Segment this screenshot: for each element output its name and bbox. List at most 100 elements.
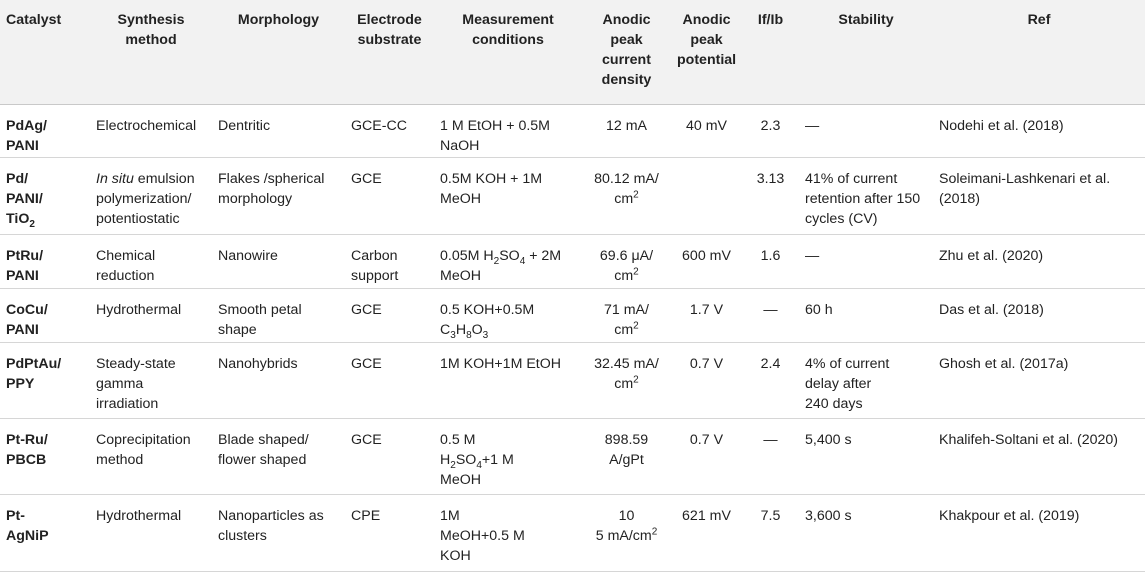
superscript: 2	[633, 188, 639, 200]
current-density-cell: 12 mA	[582, 104, 671, 158]
stability-cell: —	[799, 104, 933, 158]
conditions-text: 0.05M H	[440, 247, 494, 264]
potential-cell: 0.7 V	[671, 418, 742, 495]
ref-cell: Zhu et al. (2020)	[933, 234, 1145, 289]
synthesis-text: emulsion polymerization/ potentiostatic	[96, 170, 195, 227]
conditions-text: 0.5 KOH+0.5M C	[440, 301, 535, 338]
conditions-text: SO	[455, 451, 477, 468]
substrate-cell: GCE-CC	[345, 104, 434, 158]
substrate-cell: CPE	[345, 494, 434, 572]
if-ib-cell: 1.6	[742, 234, 799, 289]
morphology-cell: Nanoparticles as clusters	[212, 494, 345, 572]
header-measurement-conditions: Measurement conditions	[434, 0, 582, 105]
synthesis-cell: Electrochemical	[90, 104, 212, 158]
morphology-cell: Flakes /spherical morphology	[212, 157, 345, 235]
conditions-text: 0.5 M H	[440, 431, 476, 468]
subscript: 2	[29, 218, 35, 230]
superscript: 2	[633, 373, 639, 385]
table-row: Pt- AgNiP Hydrothermal Nanoparticles as …	[0, 494, 1145, 572]
conditions-cell: 1M MeOH+0.5 M KOH	[434, 494, 582, 572]
catalyst-cell: PdPtAu/ PPY	[0, 342, 90, 419]
header-row: Catalyst Synthesis method Morphology Ele…	[0, 0, 1145, 105]
conditions-cell: 1M KOH+1M EtOH	[434, 342, 582, 419]
current-density-cell: 80.12 mA/ cm2	[582, 157, 671, 235]
header-anodic-peak-current-density: Anodic peak current density	[582, 0, 671, 105]
header-if-ib: If/Ib	[742, 0, 799, 105]
header-electrode-substrate: Electrode substrate	[345, 0, 434, 105]
stability-cell: 60 h	[799, 288, 933, 343]
subscript: 2	[493, 255, 500, 267]
table-row: PdAg/ PANI Electrochemical Dentritic GCE…	[0, 104, 1145, 158]
synthesis-cell: Steady-state gamma irradiation	[90, 342, 212, 419]
synthesis-cell: Coprecipitation method	[90, 418, 212, 495]
if-ib-cell: 7.5	[742, 494, 799, 572]
ref-cell: Khakpour et al. (2019)	[933, 494, 1145, 572]
current-density-cell: 69.6 μA/ cm2	[582, 234, 671, 289]
current-text: 69.6 μA/ cm	[599, 247, 654, 284]
italic-text: In situ	[96, 170, 134, 187]
if-ib-cell: 3.13	[742, 157, 799, 235]
superscript: 2	[651, 525, 658, 537]
current-text: 32.45 mA/ cm	[594, 355, 659, 392]
stability-cell: 3,600 s	[799, 494, 933, 572]
subscript: 4	[476, 459, 482, 471]
current-density-cell: 32.45 mA/ cm2	[582, 342, 671, 419]
header-stability: Stability	[799, 0, 933, 105]
table-row: Pd/ PANI/ TiO2 In situ emulsion polymeri…	[0, 157, 1145, 235]
potential-cell: 1.7 V	[671, 288, 742, 343]
current-text: 10 5 mA/cm	[595, 507, 652, 544]
catalyst-text: Pd/ PANI/ TiO	[6, 170, 43, 227]
ref-cell: Das et al. (2018)	[933, 288, 1145, 343]
if-ib-cell: 2.3	[742, 104, 799, 158]
conditions-text: O	[471, 321, 483, 338]
ref-cell: Nodehi et al. (2018)	[933, 104, 1145, 158]
superscript: 2	[633, 319, 639, 331]
morphology-cell: Nanowire	[212, 234, 345, 289]
catalyst-cell: Pd/ PANI/ TiO2	[0, 157, 90, 235]
table-row: CoCu/ PANI Hydrothermal Smooth petal sha…	[0, 288, 1145, 343]
subscript: 4	[519, 255, 526, 267]
stability-cell: 41% of current retention after 150 cycle…	[799, 157, 933, 235]
conditions-cell: 0.5M KOH + 1M MeOH	[434, 157, 582, 235]
substrate-cell: Carbon support	[345, 234, 434, 289]
subscript: 3	[482, 329, 489, 341]
stability-cell: 5,400 s	[799, 418, 933, 495]
potential-cell	[671, 157, 742, 235]
conditions-cell: 1 M EtOH + 0.5M NaOH	[434, 104, 582, 158]
morphology-cell: Dentritic	[212, 104, 345, 158]
current-text: 71 mA/ cm	[604, 301, 649, 338]
synthesis-cell: Chemical reduction	[90, 234, 212, 289]
current-text: 80.12 mA/ cm	[594, 170, 659, 207]
synthesis-cell: Hydrothermal	[90, 288, 212, 343]
conditions-text: + 2M MeOH	[440, 247, 562, 284]
substrate-cell: GCE	[345, 157, 434, 235]
header-morphology: Morphology	[212, 0, 345, 105]
if-ib-cell: —	[742, 418, 799, 495]
morphology-cell: Nanohybrids	[212, 342, 345, 419]
table-row: Pt-Ru/ PBCB Coprecipitation method Blade…	[0, 418, 1145, 495]
catalyst-cell: CoCu/ PANI	[0, 288, 90, 343]
synthesis-cell: In situ emulsion polymerization/ potenti…	[90, 157, 212, 235]
substrate-cell: GCE	[345, 288, 434, 343]
subscript: 2	[450, 459, 456, 471]
header-ref: Ref	[933, 0, 1145, 105]
conditions-text: +1 M MeOH	[440, 451, 514, 488]
header-catalyst: Catalyst	[0, 0, 90, 105]
ref-cell: Soleimani-Lashkenari et al. (2018)	[933, 157, 1145, 235]
current-density-cell: 10 5 mA/cm2	[582, 494, 671, 572]
synthesis-cell: Hydrothermal	[90, 494, 212, 572]
header-synthesis-method: Synthesis method	[90, 0, 212, 105]
substrate-cell: GCE	[345, 418, 434, 495]
potential-cell: 40 mV	[671, 104, 742, 158]
conditions-cell: 0.5 KOH+0.5M C3H8O3	[434, 288, 582, 343]
ref-cell: Khalifeh-Soltani et al. (2020)	[933, 418, 1145, 495]
current-density-cell: 71 mA/ cm2	[582, 288, 671, 343]
table-row: PdPtAu/ PPY Steady-state gamma irradiati…	[0, 342, 1145, 419]
catalyst-cell: Pt- AgNiP	[0, 494, 90, 572]
subscript: 3	[450, 329, 456, 341]
potential-cell: 0.7 V	[671, 342, 742, 419]
potential-cell: 600 mV	[671, 234, 742, 289]
ref-cell: Ghosh et al. (2017a)	[933, 342, 1145, 419]
catalyst-cell: PdAg/ PANI	[0, 104, 90, 158]
